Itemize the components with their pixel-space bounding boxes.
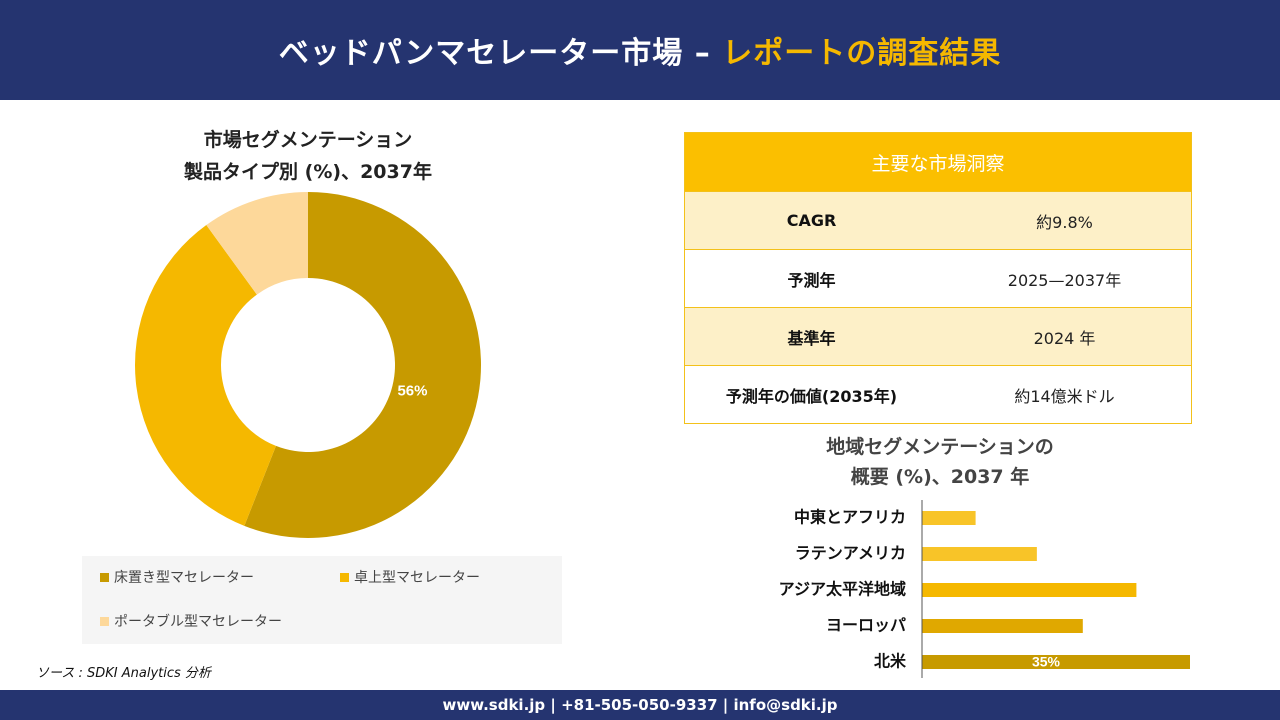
insight-value: 約14億米ドル [1014, 386, 1115, 406]
donut-legend: 床置き型マセレーター 卓上型マセレーター ポータブル型マセレーター [82, 556, 562, 644]
bar-mea [922, 511, 976, 525]
header-banner: ベッドパンマセレーター市場 – レポートの調査結果 [0, 0, 1280, 100]
bar-latam [922, 547, 1037, 561]
insight-row-base-year: 基準年 2024 年 [685, 307, 1191, 365]
bar-chart-title: 地域セグメンテーションの 概要 (%)、2037 年 [790, 432, 1090, 492]
title-main: ベッドパンマセレーター市場 – [278, 36, 711, 71]
donut-slice-portable [206, 192, 308, 295]
legend-item-floor: 床置き型マセレーター [100, 567, 254, 587]
donut-slice-tabletop [134, 225, 276, 526]
footer-bar: www.sdki.jp | +81-505-050-9337 | info@sd… [0, 690, 1280, 720]
bar-category-label: ヨーロッパ [826, 616, 906, 635]
title-accent: レポートの調査結果 [722, 36, 1002, 71]
bar-category-label: 中東とアフリカ [794, 508, 906, 527]
source-note: ソース : SDKI Analytics 分析 [36, 666, 211, 681]
donut-title-line1: 市場セグメンテーション [203, 129, 413, 151]
bar-title-line2: 概要 (%)、2037 年 [850, 466, 1030, 488]
insight-key: 予測年 [787, 270, 836, 290]
legend-item-portable: ポータブル型マセレーター [100, 611, 282, 631]
key-insights-table: 主要な市場洞察 CAGR 約9.8% 予測年 2025—2037年 基準年 20… [684, 132, 1192, 424]
page-title: ベッドパンマセレーター市場 – レポートの調査結果 [279, 28, 1001, 72]
insight-key: 基準年 [787, 328, 836, 348]
bar-apac [922, 583, 1137, 597]
insight-row-forecast-years: 予測年 2025—2037年 [685, 249, 1191, 307]
insights-heading: 主要な市場洞察 [685, 133, 1191, 191]
bar-data-label: 35% [1032, 654, 1061, 670]
bar-category-label: アジア太平洋地域 [779, 580, 906, 599]
legend-swatch-tabletop [340, 572, 349, 582]
legend-item-tabletop: 卓上型マセレーター [340, 567, 480, 587]
bar-europe [922, 619, 1083, 633]
donut-data-label: 56% [397, 383, 427, 400]
insight-value: 約9.8% [1036, 212, 1093, 232]
legend-label-tabletop: 卓上型マセレーター [354, 570, 480, 586]
bar-category-label: ラテンアメリカ [795, 544, 906, 563]
donut-title-line2: 製品タイプ別 (%)、2037年 [184, 161, 432, 183]
legend-label-floor: 床置き型マセレーター [114, 570, 254, 586]
insight-row-cagr: CAGR 約9.8% [685, 191, 1191, 249]
bar-north-america [922, 655, 1190, 669]
insight-value: 2024 年 [1033, 328, 1096, 348]
insight-key: CAGR [786, 211, 837, 230]
insight-value: 2025—2037年 [1007, 270, 1122, 290]
legend-swatch-floor [100, 572, 109, 582]
donut-chart-title: 市場セグメンテーション 製品タイプ別 (%)、2037年 [108, 124, 508, 188]
bar-title-line1: 地域セグメンテーションの [826, 436, 1054, 458]
bar-category-label: 北米 [874, 652, 907, 671]
legend-swatch-portable [100, 616, 109, 626]
donut-slice-floor [244, 192, 482, 538]
donut-chart: 56% [134, 192, 482, 538]
legend-label-portable: ポータブル型マセレーター [114, 614, 282, 630]
insight-row-forecast-value: 予測年の価値(2035年) 約14億米ドル [685, 365, 1191, 423]
insight-key: 予測年の価値(2035年) [725, 386, 898, 406]
footer-contact: www.sdki.jp | +81-505-050-9337 | info@sd… [442, 696, 838, 714]
